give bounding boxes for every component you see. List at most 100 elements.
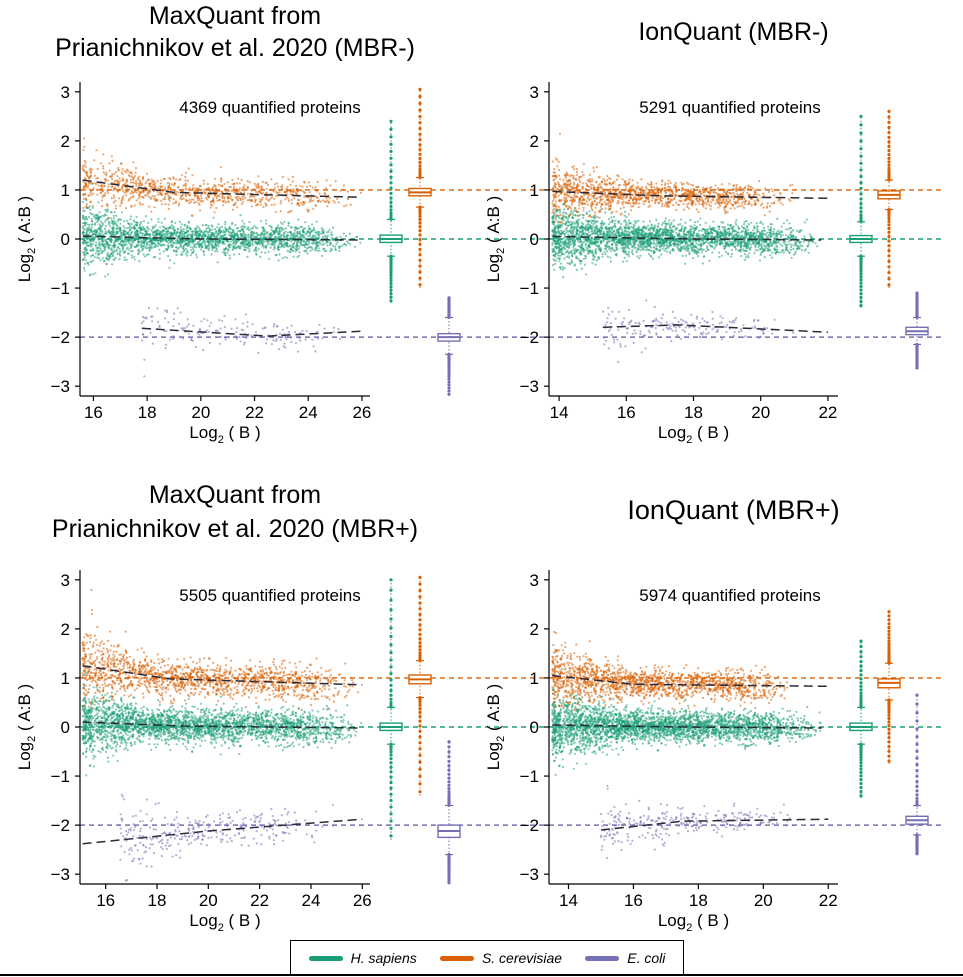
data-point (269, 231, 273, 235)
data-point (577, 234, 581, 237)
data-point (261, 327, 264, 330)
data-point (185, 187, 188, 190)
data-point (283, 190, 286, 193)
data-point (81, 259, 84, 262)
data-point (177, 246, 180, 249)
data-point (186, 251, 189, 254)
data-point (293, 232, 296, 235)
data-point (299, 201, 302, 204)
data-point (218, 318, 221, 322)
data-point (730, 224, 733, 227)
boxplot-outlier (418, 94, 422, 99)
data-point (761, 246, 764, 249)
data-point (578, 236, 581, 240)
data-point (303, 249, 306, 252)
boxplot-outlier (447, 389, 451, 393)
data-point (192, 184, 195, 187)
boxplot-outlier (389, 285, 393, 289)
data-point (607, 223, 611, 226)
data-point (275, 227, 278, 230)
data-point (163, 198, 167, 201)
data-point (789, 248, 793, 251)
data-point (211, 188, 214, 191)
boxplot-outlier (389, 196, 393, 200)
data-point (86, 226, 89, 230)
data-point (283, 220, 286, 223)
data-point (202, 200, 205, 203)
boxplot-outlier (389, 175, 393, 179)
data-point (203, 230, 206, 233)
data-point (287, 178, 290, 181)
data-point (284, 227, 288, 230)
boxplot-outlier (447, 296, 451, 300)
data-point (123, 258, 126, 261)
data-point (192, 188, 195, 191)
data-point (162, 229, 165, 232)
data-point (674, 228, 677, 232)
data-point (227, 189, 231, 192)
data-point (218, 198, 221, 201)
data-point (103, 185, 106, 188)
data-point (283, 256, 286, 259)
data-point (103, 194, 106, 197)
data-point (310, 197, 313, 200)
data-point (116, 175, 119, 178)
data-point (295, 192, 298, 195)
data-point (118, 188, 121, 191)
data-point (800, 249, 804, 252)
data-point (266, 183, 269, 187)
data-point (242, 230, 245, 233)
data-point (97, 201, 100, 204)
data-point (317, 234, 320, 237)
data-point (253, 235, 256, 238)
data-point (219, 237, 222, 240)
data-point (113, 241, 116, 244)
data-point (130, 222, 133, 226)
data-point (99, 228, 103, 231)
data-point (143, 228, 147, 231)
data-point (135, 215, 138, 218)
data-point (84, 197, 87, 200)
data-point (744, 256, 748, 259)
data-point (156, 190, 159, 193)
data-point (127, 248, 131, 251)
data-point (653, 224, 657, 227)
data-point (131, 181, 134, 184)
data-point (304, 233, 307, 236)
data-point (136, 229, 139, 232)
data-point (106, 203, 109, 206)
data-point (164, 227, 167, 230)
data-point (137, 197, 140, 200)
data-point (785, 233, 788, 237)
data-point (222, 229, 225, 232)
data-point (85, 259, 88, 262)
data-point (167, 254, 170, 258)
data-point (241, 228, 245, 231)
data-point (200, 242, 203, 245)
data-point (96, 213, 99, 216)
data-point (98, 240, 101, 243)
data-point (296, 249, 299, 252)
data-point (331, 244, 335, 248)
data-point (208, 229, 212, 233)
data-point (296, 203, 299, 206)
data-point (187, 332, 190, 335)
data-point (185, 242, 188, 245)
data-point (206, 319, 209, 322)
data-point (170, 224, 173, 227)
y-tick-label: 3 (61, 83, 70, 102)
boxplot-outlier (418, 160, 422, 164)
data-point (311, 338, 314, 341)
data-point (176, 307, 179, 310)
data-point (280, 243, 283, 246)
data-point (213, 211, 216, 214)
data-point (172, 335, 175, 338)
data-point (82, 206, 85, 210)
data-point (179, 311, 182, 314)
data-point (102, 171, 105, 174)
data-point (205, 227, 208, 230)
data-point (192, 230, 195, 233)
data-point (699, 217, 702, 220)
data-point (100, 199, 104, 202)
